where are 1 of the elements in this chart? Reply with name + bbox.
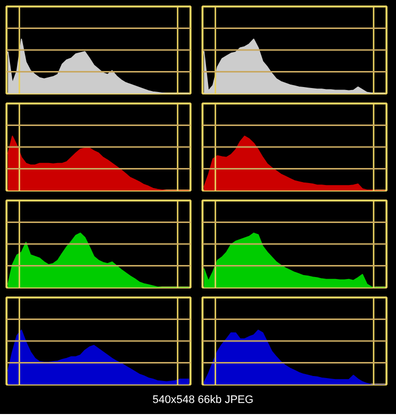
- text: 540x548 66kb JPEG: [152, 393, 254, 408]
